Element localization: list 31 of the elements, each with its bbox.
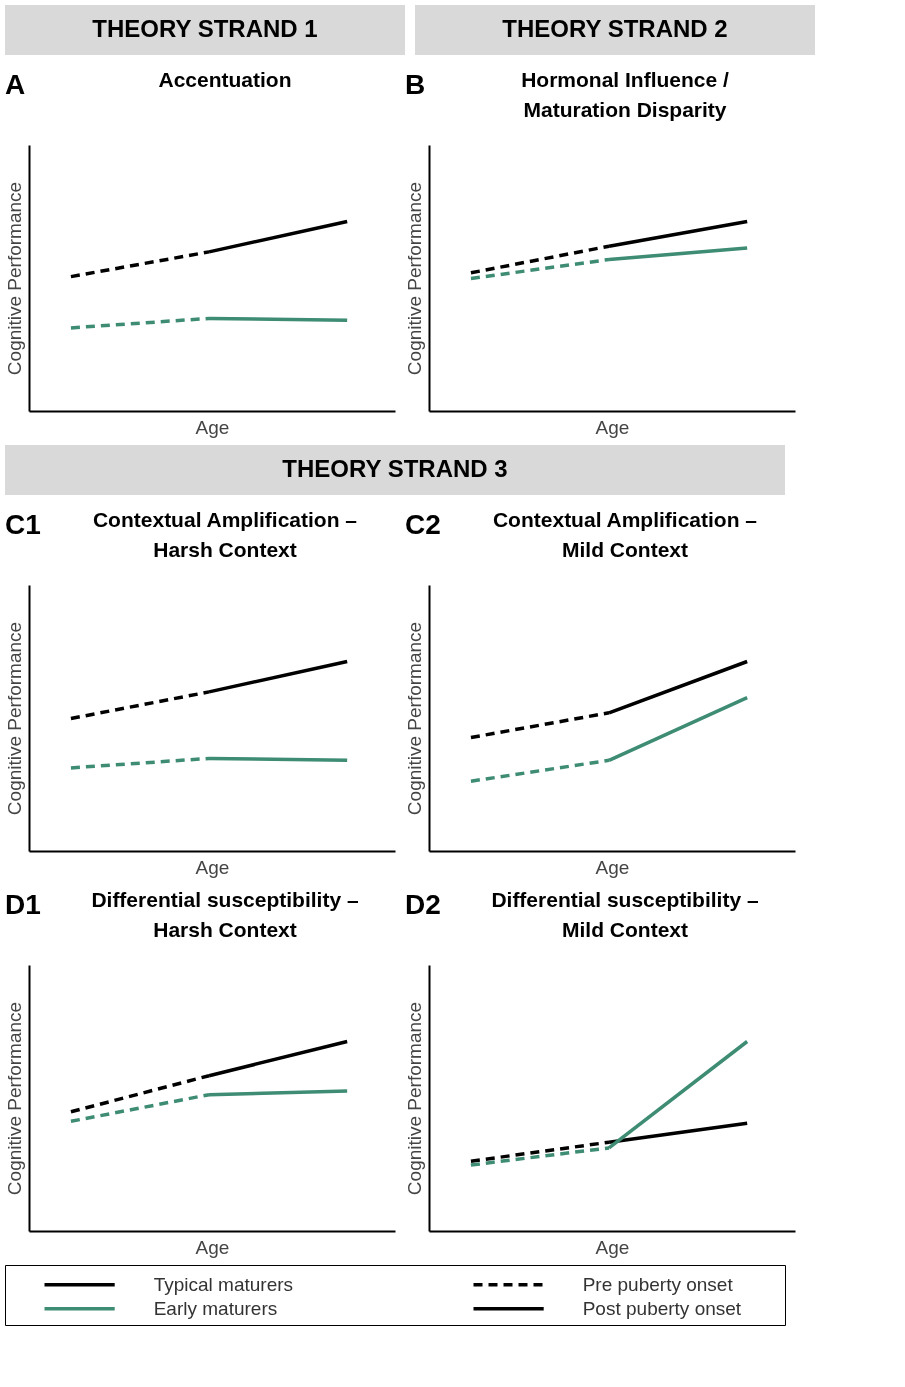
text: Post puberty onset [582,1298,742,1320]
text: THEORY STRAND 3 [282,454,508,484]
y-axis-title: Cognitive Performance [403,181,425,376]
text: Early maturers [153,1298,278,1320]
text: A [5,68,26,102]
chart-title: Differential susceptibility – Harsh Context [90,887,360,943]
chart-title: Hormonal Influence / Maturation Disparity [520,67,730,123]
chart-title: Differential susceptibility – Mild Context [490,887,760,943]
chart-title: Accentuation [158,67,292,93]
x-axis-title: Age [195,856,230,878]
y-axis-title: Cognitive Performance [403,1001,425,1196]
text: D1 [5,888,41,922]
text: Pre puberty onset [582,1274,734,1296]
y-axis-title: Cognitive Performance [403,621,425,816]
y-axis-title: Cognitive Performance [3,1001,25,1196]
x-axis-title: Age [595,856,630,878]
text: C1 [5,508,41,542]
x-axis-title: Age [595,1236,630,1258]
text: B [405,68,426,102]
text: THEORY STRAND 1 [92,14,318,44]
text: Typical maturers [153,1274,294,1296]
y-axis-title: Cognitive Performance [3,621,25,816]
x-axis-title: Age [595,416,630,438]
y-axis-title: Cognitive Performance [3,181,25,376]
text: D2 [405,888,441,922]
text: THEORY STRAND 2 [502,14,728,44]
x-axis-title: Age [195,416,230,438]
text: C2 [405,508,441,542]
chart-title: Contextual Amplification – Harsh Context [91,507,359,563]
x-axis-title: Age [195,1236,230,1258]
chart-title: Contextual Amplification – Mild Context [491,507,759,563]
